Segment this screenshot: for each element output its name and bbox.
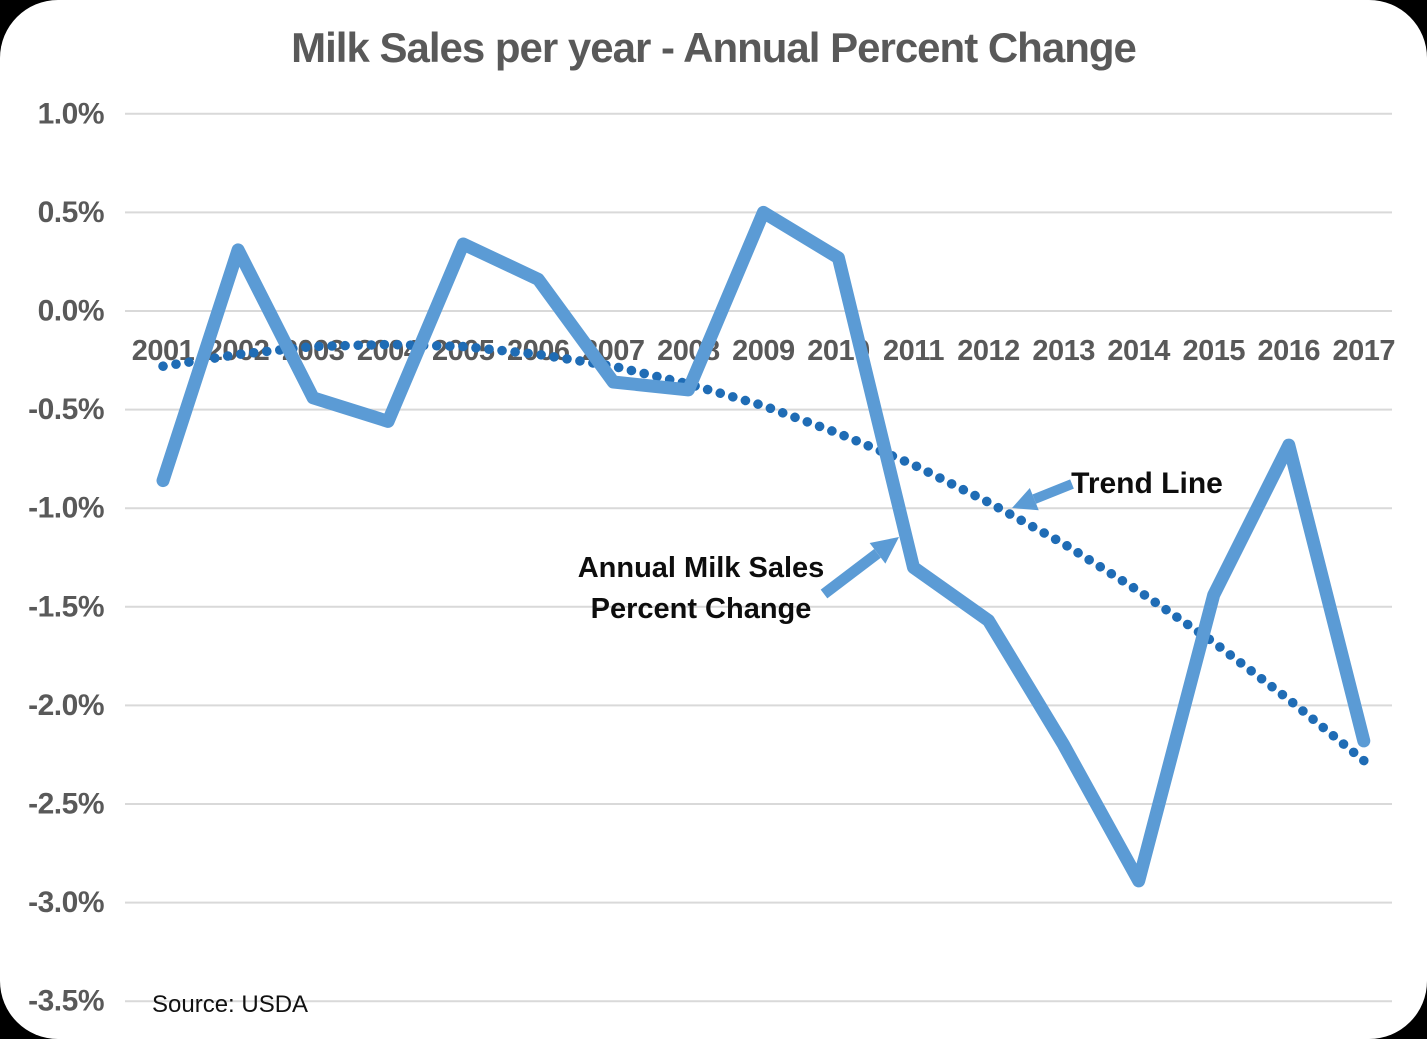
y-tick-label: 0.5% bbox=[38, 196, 104, 229]
x-tick-label: 2017 bbox=[1333, 335, 1396, 367]
annual-annotation-arrow-shaft bbox=[820, 548, 881, 599]
chart-title: Milk Sales per year - Annual Percent Cha… bbox=[291, 24, 1137, 71]
trend-annotation-arrow-head bbox=[1012, 487, 1039, 511]
y-tick-label: -1.0% bbox=[28, 492, 104, 525]
x-tick-label: 2009 bbox=[732, 335, 795, 367]
annotation-annual-series: Annual Milk Sales Percent Change bbox=[578, 548, 825, 630]
trend-annotation-arrow-shaft bbox=[1032, 479, 1074, 504]
y-tick-label: -2.0% bbox=[28, 689, 104, 722]
annual-series-line bbox=[156, 205, 1371, 888]
x-tick-label: 2011 bbox=[883, 335, 944, 367]
x-tick-label: 2014 bbox=[1107, 335, 1170, 367]
annual-annotation-arrow-head bbox=[869, 537, 899, 564]
annotation-annual-line1: Annual Milk Sales bbox=[577, 552, 825, 584]
y-tick-label: -3.0% bbox=[28, 886, 104, 919]
y-tick-label: -3.5% bbox=[28, 985, 104, 1018]
x-tick-label: 2013 bbox=[1032, 335, 1095, 367]
x-tick-label: 2016 bbox=[1257, 335, 1320, 367]
y-tick-label: 1.0% bbox=[38, 97, 104, 130]
x-tick-label: 2012 bbox=[957, 335, 1020, 367]
annotation-annual-line2: Percent Change bbox=[590, 593, 812, 625]
trend-series-line bbox=[158, 339, 1369, 766]
x-tick-label: 2015 bbox=[1182, 335, 1245, 367]
y-tick-label: -1.5% bbox=[28, 590, 104, 623]
y-tick-label: -0.5% bbox=[28, 393, 104, 426]
annotation-trend-line: Trend Line bbox=[1071, 467, 1223, 500]
source-note: Source: USDA bbox=[152, 991, 309, 1018]
y-tick-label: 0.0% bbox=[38, 295, 104, 328]
y-tick-label: -2.5% bbox=[28, 788, 104, 821]
